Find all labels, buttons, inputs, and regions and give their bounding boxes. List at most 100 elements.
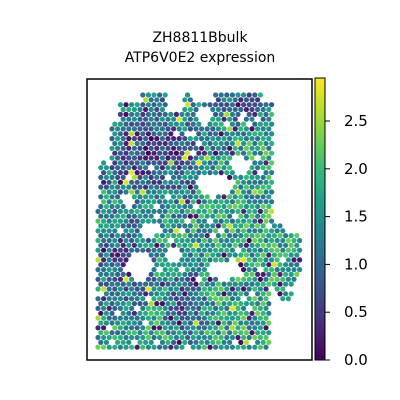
tissue-spot (98, 301, 104, 307)
tissue-spot (227, 233, 233, 239)
tissue-spot (117, 160, 123, 166)
tissue-spot (176, 223, 182, 229)
tissue-spot (257, 325, 263, 331)
tissue-spot (218, 296, 224, 302)
tissue-spot (176, 203, 182, 210)
tissue-spot (131, 165, 137, 171)
tissue-spot (241, 305, 247, 311)
tissue-spot (112, 150, 118, 156)
tissue-spot (249, 233, 255, 239)
tissue-spot (246, 296, 252, 302)
tissue-spot (101, 199, 107, 205)
tissue-spot (288, 233, 294, 239)
tissue-spot (269, 189, 275, 195)
tissue-spot (227, 310, 233, 316)
tissue-spot (151, 218, 157, 224)
tissue-spot (263, 131, 269, 137)
tissue-spot (154, 291, 160, 297)
tissue-spot (193, 165, 199, 171)
tissue-spot (159, 330, 165, 336)
tissue-spot (246, 325, 252, 331)
tissue-spot (137, 301, 143, 307)
tissue-spot (280, 267, 286, 273)
tissue-spot (238, 136, 244, 142)
tissue-spot (176, 301, 182, 307)
tissue-spot (176, 320, 182, 326)
tissue-spot (140, 111, 146, 117)
tissue-spot (168, 315, 174, 321)
tissue-spot (115, 126, 121, 132)
tissue-spot (266, 213, 272, 219)
tissue-spot (218, 305, 224, 311)
tissue-spot (120, 252, 126, 258)
tissue-spot (106, 179, 112, 185)
tissue-spot (238, 97, 244, 103)
tissue-spot (207, 257, 213, 263)
tissue-spot (297, 247, 303, 253)
tissue-spot (162, 131, 168, 137)
tissue-spot (168, 140, 174, 147)
tissue-spot (269, 102, 275, 108)
tissue-spot (201, 344, 207, 350)
tissue-spot (101, 189, 107, 195)
tissue-spot (176, 145, 182, 151)
tissue-spot (255, 233, 261, 239)
tissue-spot (246, 179, 252, 185)
tissue-spot (112, 334, 118, 341)
tissue-spot (288, 242, 294, 248)
tissue-spot (187, 223, 193, 229)
tissue-spot (190, 111, 196, 117)
tissue-spot (215, 126, 221, 132)
tissue-spot (224, 286, 230, 292)
tissue-spot (106, 199, 112, 205)
tissue-spot (154, 330, 160, 336)
tissue-spot (263, 218, 269, 224)
tissue-spot (109, 233, 115, 239)
tissue-spot (249, 320, 255, 326)
tissue-spot (232, 126, 238, 132)
tissue-spot (187, 262, 193, 268)
tissue-spot (185, 334, 191, 341)
tissue-spot (145, 218, 151, 224)
tissue-spot (179, 325, 185, 331)
tissue-spot (257, 237, 263, 244)
tissue-spot (162, 199, 168, 205)
tissue-spot (196, 160, 202, 166)
tissue-spot (157, 140, 163, 147)
tissue-spot (137, 136, 143, 142)
tissue-spot (266, 301, 272, 307)
tissue-spot (162, 305, 168, 311)
tissue-spot (232, 184, 238, 190)
tissue-spot (151, 111, 157, 117)
tissue-spot (243, 116, 249, 122)
tissue-spot (123, 179, 129, 185)
tissue-spot (126, 126, 132, 132)
tissue-spot (241, 276, 247, 282)
tissue-spot (159, 213, 165, 219)
tissue-spot (134, 237, 140, 244)
tissue-spot (218, 257, 224, 263)
tissue-spot (263, 305, 269, 311)
tissue-spot (243, 271, 249, 277)
tissue-spot (185, 296, 191, 302)
colorbar-tick-label: 0.0 (344, 351, 368, 369)
tissue-spot (157, 170, 163, 176)
tissue-spot (123, 170, 129, 176)
tissue-spot (215, 310, 221, 316)
colorbar-tick-label: 1.5 (344, 208, 368, 226)
tissue-spot (288, 281, 294, 287)
tissue-spot (235, 131, 241, 137)
tissue-spot (235, 334, 241, 341)
tissue-spot (131, 281, 137, 287)
tissue-spot (227, 252, 233, 258)
tissue-spot (207, 199, 213, 205)
tissue-spot (229, 218, 235, 224)
tissue-spot (224, 334, 230, 341)
tissue-spot (232, 106, 238, 113)
tissue-spot (210, 310, 216, 316)
tissue-spot (98, 213, 104, 219)
tissue-spot (112, 247, 118, 253)
tissue-spot (235, 189, 241, 195)
tissue-spot (196, 102, 202, 108)
tissue-spot (201, 305, 207, 311)
